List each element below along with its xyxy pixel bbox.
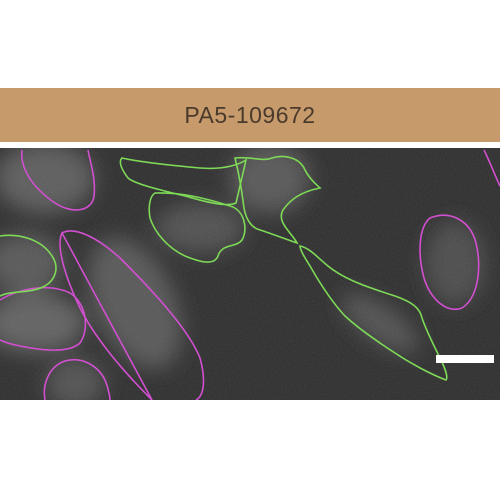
cell-outlines	[0, 155, 448, 381]
cell-outline	[119, 157, 248, 206]
nucleus-outline	[419, 214, 480, 311]
nucleus-outline	[0, 286, 87, 351]
nucleus-outline	[43, 359, 111, 400]
cell-outline	[148, 192, 246, 263]
cell-outline	[299, 245, 448, 381]
scale-bar	[436, 355, 494, 363]
noise-texture	[0, 148, 500, 400]
microscopy-image	[0, 148, 500, 400]
antibody-id-label: PA5-109672	[184, 101, 316, 128]
antibody-label-bar: PA5-109672	[0, 88, 500, 142]
cell-outline	[0, 234, 57, 297]
nucleus-outline	[59, 230, 205, 400]
nucleus-outline	[20, 149, 96, 211]
nucleus-outline	[483, 149, 500, 187]
microscopy-canvas	[0, 148, 500, 400]
cell-outline	[234, 155, 322, 245]
nucleus-outlines	[0, 149, 500, 400]
